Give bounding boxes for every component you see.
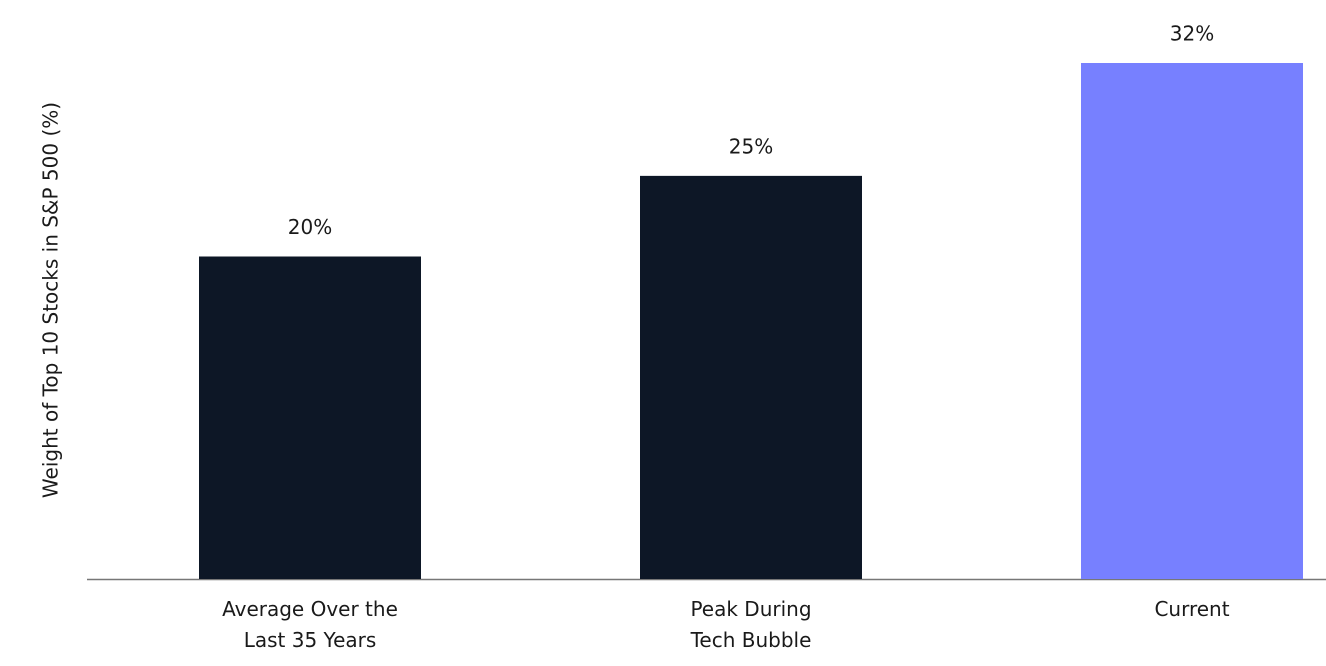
x-tick-label-line: Last 35 Years (244, 628, 377, 652)
bar (640, 175, 862, 579)
x-tick-label-line: Average Over the (222, 597, 398, 621)
x-tick-label: Current (1154, 597, 1229, 621)
value-label: 32% (1170, 22, 1214, 46)
bar (199, 256, 421, 579)
x-tick-label: Peak During Tech Bubble (690, 597, 812, 652)
y-axis-label: Weight of Top 10 Stocks in S&P 500 (%) (39, 102, 63, 498)
x-tick-label-line: Tech Bubble (690, 628, 812, 652)
x-tick-label-line: Current (1154, 597, 1229, 621)
value-label: 25% (729, 134, 773, 158)
value-label: 20% (288, 215, 332, 239)
x-tick-label-line: Peak During (690, 597, 811, 621)
bar (1081, 63, 1303, 579)
x-tick-label: Average Over the Last 35 Years (222, 597, 398, 652)
